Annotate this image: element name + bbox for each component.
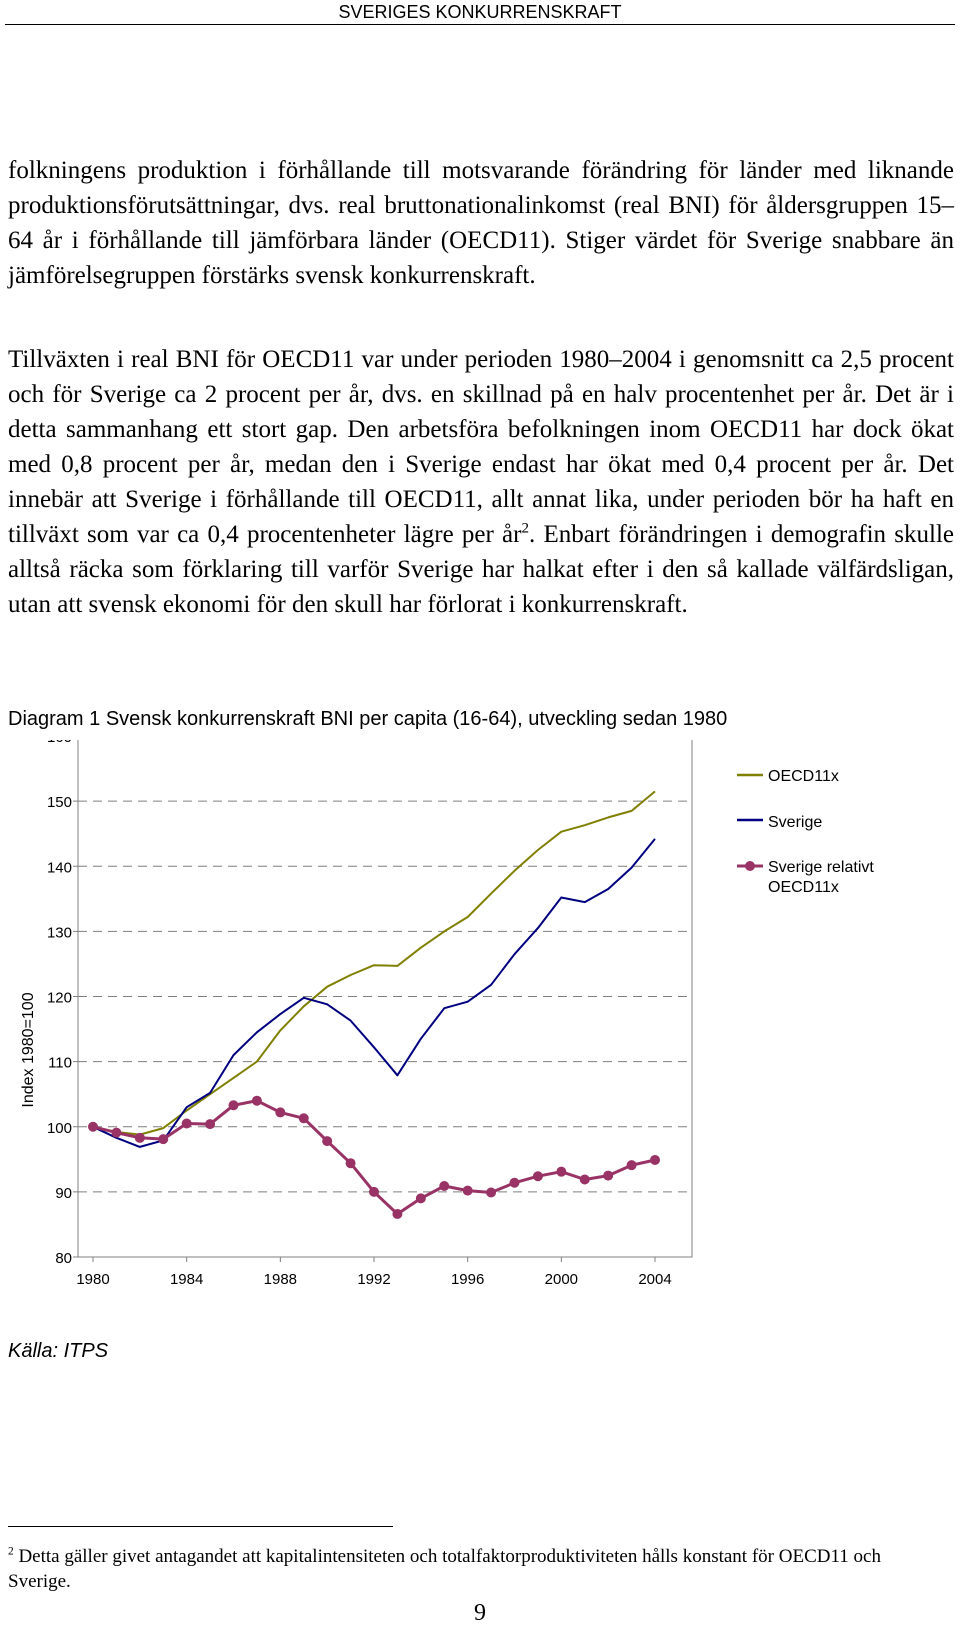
y-tick-label: 160 (47, 740, 72, 746)
legend-label-sverige-relativt-line2: OECD11x (768, 879, 839, 896)
y-tick-label: 90 (55, 1185, 72, 1202)
data-point-sverige-relativt-oecd11x (650, 1154, 660, 1165)
y-tick-label: 120 (47, 990, 72, 1007)
plot-area-frame (77, 740, 693, 1258)
x-tick-label: 2000 (545, 1271, 578, 1288)
data-point-sverige-relativt-oecd11x (579, 1174, 590, 1185)
y-tick-label: 150 (47, 794, 72, 811)
footnote-reference[interactable]: 2 (521, 520, 529, 537)
data-point-sverige-relativt-oecd11x (251, 1095, 262, 1106)
data-point-sverige-relativt-oecd11x (228, 1100, 239, 1111)
series-line-oecd11x (92, 790, 656, 1136)
y-axis-ticks: 80 90 100 110 120 130 140 150 160 (47, 740, 78, 1267)
footnote-number: 2 (8, 1545, 14, 1558)
grid-lines (78, 800, 692, 1193)
data-point-sverige-relativt-oecd11x (603, 1170, 614, 1181)
x-axis-ticks: 1980 1984 1988 1992 1996 2000 2004 (76, 1257, 672, 1288)
series-line-sverige (92, 838, 656, 1148)
data-point-sverige-relativt-oecd11x (439, 1181, 450, 1192)
paragraph-2-text-b: . Enbart förändringen i demografin skull… (8, 521, 954, 618)
y-tick-label: 110 (48, 1055, 72, 1072)
data-point-sverige-relativt-oecd11x (415, 1193, 426, 1204)
legend-label-sverige: Sverige (768, 814, 822, 831)
footnote-separator (8, 1526, 393, 1527)
data-point-sverige-relativt-oecd11x (486, 1187, 497, 1198)
data-point-sverige-relativt-oecd11x (134, 1132, 145, 1143)
data-point-sverige-relativt-oecd11x (532, 1171, 543, 1182)
y-tick-label: 130 (47, 924, 72, 941)
data-point-sverige-relativt-oecd11x (626, 1160, 637, 1171)
paragraph-2-text-a: Tillväxten i real BNI för OECD11 var und… (8, 346, 954, 548)
x-tick-label: 1992 (357, 1271, 390, 1288)
source-note: Källa: ITPS (8, 1340, 109, 1362)
y-tick-label: 100 (47, 1120, 72, 1137)
footnote: 2 Detta gäller givet antagandet att kapi… (8, 1544, 948, 1594)
x-tick-label: 1988 (264, 1271, 297, 1288)
y-axis-label: Index 1980=100 (20, 992, 37, 1107)
x-tick-label: 1980 (76, 1271, 109, 1288)
data-point-sverige-relativt-oecd11x (509, 1177, 520, 1188)
data-point-sverige-relativt-oecd11x (322, 1136, 333, 1147)
page-number: 9 (474, 1600, 486, 1626)
data-point-sverige-relativt-oecd11x (556, 1166, 567, 1177)
legend: OECD11x Sverige Sverige relativt OECD11x (737, 768, 874, 896)
data-point-sverige-relativt-oecd11x (275, 1107, 286, 1118)
footnote-text: Detta gäller givet antagandet att kapita… (8, 1546, 881, 1592)
x-tick-label: 2004 (638, 1271, 671, 1288)
line-chart: 8090100110120130140150160 19801984198819… (20, 740, 874, 1288)
data-point-sverige-relativt-oecd11x (392, 1209, 403, 1220)
paragraph-1: folkningens produktion i förhållande til… (8, 157, 954, 289)
data-point-sverige-relativt-oecd11x (462, 1185, 473, 1196)
x-tick-label: 1984 (170, 1271, 203, 1288)
running-header: SVERIGES KONKURRENSKRAFT (5, 0, 955, 25)
series-lines (88, 790, 660, 1220)
data-point-sverige-relativt-oecd11x (158, 1134, 169, 1145)
data-point-sverige-relativt-oecd11x (88, 1121, 98, 1132)
y-tick-label: 80 (55, 1250, 72, 1267)
x-tick-label: 1996 (451, 1271, 484, 1288)
data-point-sverige-relativt-oecd11x (345, 1158, 356, 1169)
data-point-sverige-relativt-oecd11x (205, 1119, 216, 1130)
data-point-sverige-relativt-oecd11x (369, 1186, 379, 1197)
legend-label-oecd11x: OECD11x (768, 768, 839, 785)
paragraph-2: Tillväxten i real BNI för OECD11 var und… (8, 342, 954, 622)
data-point-sverige-relativt-oecd11x (298, 1113, 309, 1124)
y-tick-label: 140 (47, 859, 72, 876)
chart-title: Diagram 1 Svensk konkurrenskraft BNI per… (8, 708, 728, 730)
data-point-sverige-relativt-oecd11x (111, 1127, 122, 1138)
data-point-sverige-relativt-oecd11x (181, 1118, 192, 1129)
legend-marker-sverige-relativt (745, 861, 755, 871)
legend-label-sverige-relativt-line1: Sverige relativt (768, 859, 874, 876)
